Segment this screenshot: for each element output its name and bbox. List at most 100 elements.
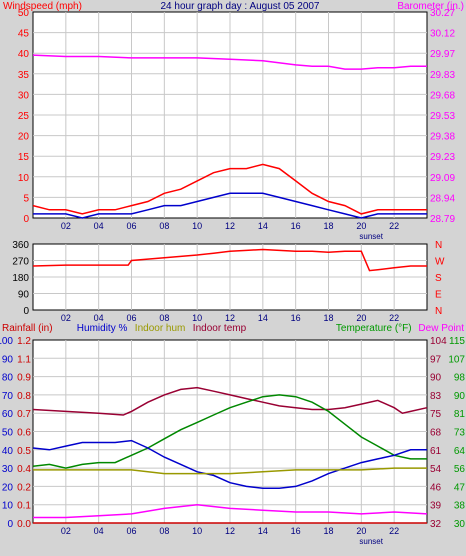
y-left-tick-label: 360 <box>12 240 29 251</box>
x-tick-label: 14 <box>258 221 268 231</box>
humidity-tick-label: 60 <box>2 409 14 420</box>
humidity-tick-label: 10 <box>2 501 14 512</box>
series-line-wind-gust-mph- <box>33 192 427 219</box>
indoor-temp-tick-label: 68 <box>430 428 442 439</box>
humidity-tick-label: 100 <box>0 336 13 347</box>
x-tick-label: 06 <box>126 526 136 536</box>
x-tick-label: 02 <box>61 221 71 231</box>
y-right-tick-label: 29.68 <box>430 90 455 101</box>
indoor-temp-tick-label: 61 <box>430 446 442 457</box>
series-line-temperature-f- <box>32 394 427 469</box>
indoor-temp-tick-label: 32 <box>430 519 442 530</box>
y-left-tick-label: 0 <box>23 214 29 225</box>
y-left-tick-label: 10 <box>18 173 30 184</box>
x-tick-label: 16 <box>291 526 301 536</box>
indoor-temp-tick-label: 75 <box>430 409 442 420</box>
y-left-tick-label: 270 <box>12 257 29 268</box>
humidity-tick-label: 30 <box>2 464 14 475</box>
y-left-axis-label: Rainfall (in) <box>2 323 53 334</box>
indoor-temp-tick-label: 39 <box>430 501 442 512</box>
x-tick-label: 06 <box>126 221 136 231</box>
y-left-axis-label: Indoor temp <box>193 323 247 334</box>
y-right-tick-label: 30.12 <box>430 29 455 40</box>
x-tick-label: 16 <box>291 313 301 323</box>
rain-tick-label: 0.2 <box>17 482 31 493</box>
temperature-tick-label: 30 <box>454 519 466 530</box>
x-tick-label: 02 <box>61 313 71 323</box>
temperature-tick-label: 73 <box>454 428 466 439</box>
temperature-tick-label: 90 <box>454 391 466 402</box>
temperature-tick-label: 98 <box>454 373 466 384</box>
chart-title: 24 hour graph day : August 05 2007 <box>160 1 319 12</box>
temperature-tick-label: 115 <box>449 336 465 347</box>
x-tick-label: 06 <box>126 313 136 323</box>
sunset-label: sunset <box>359 232 383 241</box>
series-line-barometer-in- <box>32 54 427 70</box>
y-left-tick-label: 50 <box>18 8 30 19</box>
y-left-tick-label: 40 <box>18 49 30 60</box>
temperature-tick-label: 47 <box>454 482 466 493</box>
y-left-tick-label: 45 <box>18 29 30 40</box>
humidity-tick-label: 50 <box>2 428 14 439</box>
indoor-temp-tick-label: 83 <box>430 391 442 402</box>
series-line-wind-direction <box>32 248 427 272</box>
compass-tick-label: N <box>435 240 442 251</box>
series-line-indoor-temp <box>32 386 428 416</box>
x-tick-label: 08 <box>159 313 169 323</box>
series-line-windspeed-mph- <box>32 163 427 215</box>
rain-tick-label: 0.8 <box>17 391 31 402</box>
rain-tick-label: 1.1 <box>17 354 31 365</box>
compass-tick-label: E <box>435 290 442 301</box>
x-tick-label: 20 <box>356 221 366 231</box>
indoor-temp-tick-label: 46 <box>430 482 442 493</box>
x-tick-label: 22 <box>389 526 399 536</box>
humidity-tick-label: 90 <box>2 354 14 365</box>
x-tick-label: 10 <box>192 221 202 231</box>
y-left-tick-label: 5 <box>23 193 29 204</box>
rain-tick-label: 0.0 <box>17 519 31 530</box>
y-left-axis-label: Humidity % <box>77 323 128 334</box>
y-right-tick-label: 30.27 <box>430 8 455 19</box>
series-line-humidity- <box>32 439 427 489</box>
y-right-tick-label: 29.09 <box>430 173 455 184</box>
y-left-tick-label: 180 <box>12 273 29 284</box>
y-right-tick-label: 29.23 <box>430 152 455 163</box>
x-tick-label: 20 <box>356 313 366 323</box>
rain-tick-label: 0.4 <box>17 464 31 475</box>
y-left-axis-label: Windspeed (mph) <box>3 1 82 12</box>
y-right-tick-label: 29.53 <box>430 111 455 122</box>
x-tick-label: 18 <box>323 313 333 323</box>
y-left-tick-label: 35 <box>18 70 30 81</box>
x-tick-label: 18 <box>323 221 333 231</box>
humidity-tick-label: 0 <box>7 519 13 530</box>
x-tick-label: 08 <box>159 526 169 536</box>
y-right-tick-label: 29.83 <box>430 70 455 81</box>
y-right-tick-label: 28.94 <box>430 193 455 204</box>
series-line-dew-point <box>33 503 428 519</box>
humidity-tick-label: 40 <box>2 446 14 457</box>
x-tick-label: 14 <box>258 526 268 536</box>
y-right-tick-label: 28.79 <box>430 214 455 225</box>
temperature-tick-label: 56 <box>454 464 466 475</box>
temperature-tick-label: 64 <box>454 446 466 457</box>
x-tick-label: 08 <box>159 221 169 231</box>
y-left-axis-label: Indoor hum <box>135 323 186 334</box>
x-tick-label: 10 <box>192 313 202 323</box>
temperature-tick-label: 38 <box>454 501 466 512</box>
y-left-tick-label: 20 <box>18 132 30 143</box>
y-right-axis-label: Barometer (in.) <box>397 1 464 12</box>
indoor-temp-tick-label: 104 <box>430 336 447 347</box>
indoor-temp-tick-label: 54 <box>430 464 442 475</box>
indoor-temp-tick-label: 97 <box>430 354 442 365</box>
y-right-axis-label: Dew Point <box>418 323 464 334</box>
humidity-tick-label: 20 <box>2 482 14 493</box>
rain-tick-label: 1.2 <box>17 336 31 347</box>
humidity-tick-label: 70 <box>2 391 14 402</box>
y-left-tick-label: 0 <box>23 306 29 317</box>
temperature-tick-label: 107 <box>448 354 465 365</box>
rain-tick-label: 0.7 <box>17 409 31 420</box>
sunset-label: sunset <box>359 537 383 546</box>
rain-tick-label: 0.9 <box>17 373 31 384</box>
x-tick-label: 22 <box>389 221 399 231</box>
